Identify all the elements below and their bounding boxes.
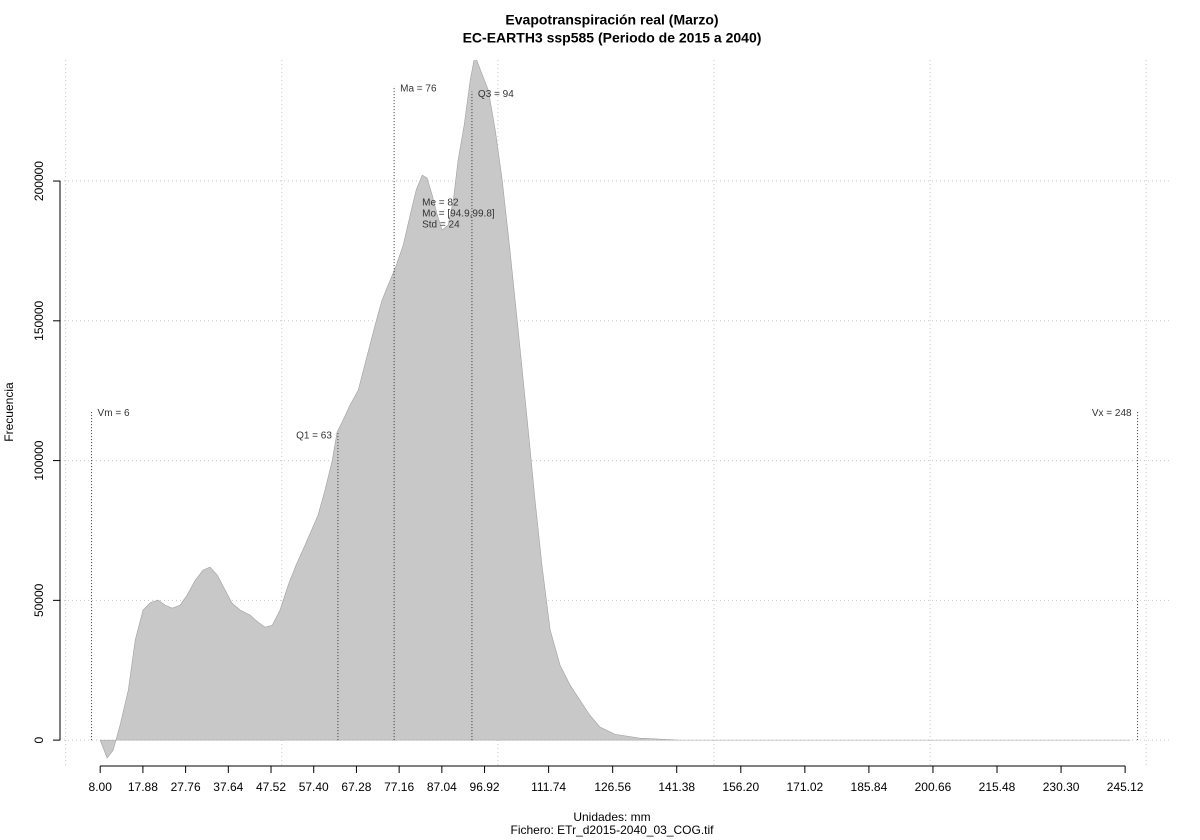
x-tick-label: 17.88 [128, 780, 158, 794]
x-tick-label: 171.02 [786, 780, 823, 794]
x-tick-label: 27.76 [171, 780, 201, 794]
marker-label: Q1 = 63 [296, 430, 332, 441]
x-axis-label: Unidades: mm [573, 810, 650, 824]
marker-label: Q3 = 94 [478, 89, 514, 100]
x-tick-label: 67.28 [341, 780, 371, 794]
density-area [99, 60, 1131, 759]
y-tick-label: 150000 [32, 300, 46, 340]
x-tick-label: 200.66 [915, 780, 952, 794]
x-tick-label: 37.64 [213, 780, 243, 794]
chart-subtitle: EC-EARTH3 ssp585 (Periodo de 2015 a 2040… [463, 30, 762, 46]
x-tick-label: 77.16 [384, 780, 414, 794]
x-tick-label: 8.00 [89, 780, 113, 794]
marker-label: Ma = 76 [400, 84, 437, 95]
x-tick-label: 156.20 [722, 780, 759, 794]
y-tick-label: 200000 [32, 161, 46, 201]
chart-title: Evapotranspiración real (Marzo) [505, 12, 718, 28]
x-tick-label: 87.04 [427, 780, 457, 794]
y-tick-label: 100000 [32, 440, 46, 480]
x-tick-label: 185.84 [851, 780, 888, 794]
x-tick-label: 47.52 [256, 780, 286, 794]
x-tick-label: 230.30 [1043, 780, 1080, 794]
x-tick-label: 245.12 [1107, 780, 1144, 794]
caption: Fichero: ETr_d2015-2040_03_COG.tif [511, 823, 715, 837]
x-tick-label: 126.56 [594, 780, 631, 794]
y-axis-label: Frecuencia [2, 382, 16, 442]
marker-label: Vx = 248 [1092, 408, 1132, 419]
x-tick-label: 57.40 [299, 780, 329, 794]
x-tick-label: 141.38 [658, 780, 695, 794]
stat-label: Mo = [94.9,99.8] [422, 209, 495, 220]
x-tick-label: 215.48 [979, 780, 1016, 794]
y-tick-label: 0 [32, 736, 46, 743]
x-tick-label: 111.74 [531, 780, 566, 794]
x-tick-label: 96.92 [470, 780, 500, 794]
marker-label: Vm = 6 [98, 408, 130, 419]
stat-label: Me = 82 [422, 198, 459, 209]
stat-label: Std = 24 [422, 220, 460, 231]
y-tick-label: 50000 [32, 583, 46, 617]
